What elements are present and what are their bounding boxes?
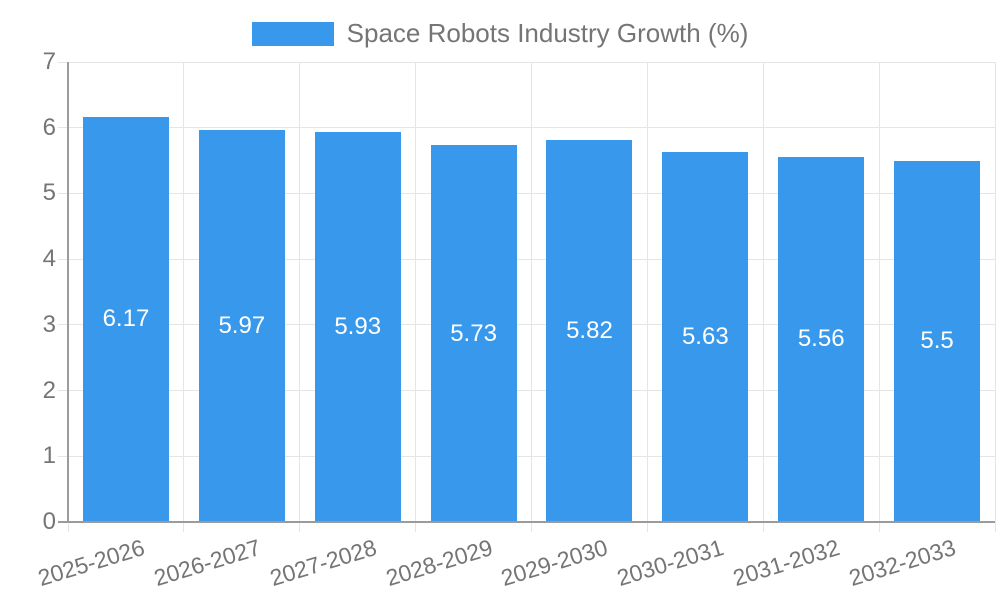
- v-gridline: [878, 62, 880, 532]
- v-gridline: [415, 62, 417, 532]
- v-gridline: [646, 62, 648, 532]
- bar[interactable]: [430, 145, 517, 522]
- v-gridline: [531, 62, 532, 532]
- y-tick-label: 4: [42, 245, 56, 273]
- bar-value-label: 6.17: [102, 305, 150, 333]
- x-axis-line: [58, 521, 995, 523]
- bar-value-label: 5.93: [334, 313, 382, 341]
- x-tick: [67, 522, 69, 532]
- legend-swatch-icon: [251, 21, 334, 46]
- x-tick-label: 2031-2032: [729, 534, 843, 592]
- x-tick-label: 2029-2030: [498, 534, 612, 592]
- bar[interactable]: [894, 160, 981, 522]
- x-tick-label: 2025-2026: [34, 534, 148, 592]
- y-tick-label: 1: [42, 442, 56, 470]
- bar-value-label: 5.82: [566, 316, 613, 344]
- y-tick-label: 6: [42, 113, 56, 141]
- bar-value-label: 5.5: [920, 327, 954, 355]
- legend-label: Space Robots Industry Growth (%): [346, 18, 749, 48]
- chart-legend-item[interactable]: Space Robots Industry Growth (%): [0, 18, 1000, 49]
- h-gridline: [58, 61, 995, 63]
- v-gridline: [183, 62, 185, 532]
- h-gridline: [58, 455, 995, 457]
- bar[interactable]: [314, 132, 401, 522]
- bar-value-label: 5.73: [450, 319, 497, 347]
- bar-value-label: 5.63: [681, 323, 729, 350]
- v-gridline: [299, 62, 301, 532]
- y-tick-label: 5: [42, 179, 56, 207]
- h-gridline: [58, 192, 995, 194]
- y-tick-label: 3: [42, 310, 56, 338]
- bar[interactable]: [198, 129, 285, 522]
- v-gridline: [994, 62, 996, 532]
- bar-value-label: 5.97: [218, 311, 266, 339]
- y-axis-line: [67, 62, 69, 522]
- bar[interactable]: [82, 116, 169, 522]
- y-tick-label: 0: [42, 508, 56, 535]
- h-gridline: [58, 324, 995, 326]
- h-gridline: [58, 390, 995, 392]
- x-tick-label: 2032-2033: [845, 534, 959, 592]
- x-tick-label: 2028-2029: [382, 534, 496, 592]
- bar[interactable]: [662, 152, 749, 522]
- h-gridline: [58, 127, 995, 129]
- x-tick-label: 2026-2027: [150, 534, 264, 592]
- x-tick-label: 2027-2028: [266, 534, 380, 592]
- bar-value-label: 5.56: [797, 325, 845, 353]
- h-gridline: [58, 258, 995, 260]
- bar[interactable]: [778, 156, 865, 522]
- y-tick-label: 2: [42, 376, 56, 404]
- v-gridline: [762, 62, 764, 532]
- x-tick-label: 2030-2031: [614, 534, 727, 592]
- bar[interactable]: [546, 139, 633, 522]
- y-tick-label: 7: [42, 48, 56, 75]
